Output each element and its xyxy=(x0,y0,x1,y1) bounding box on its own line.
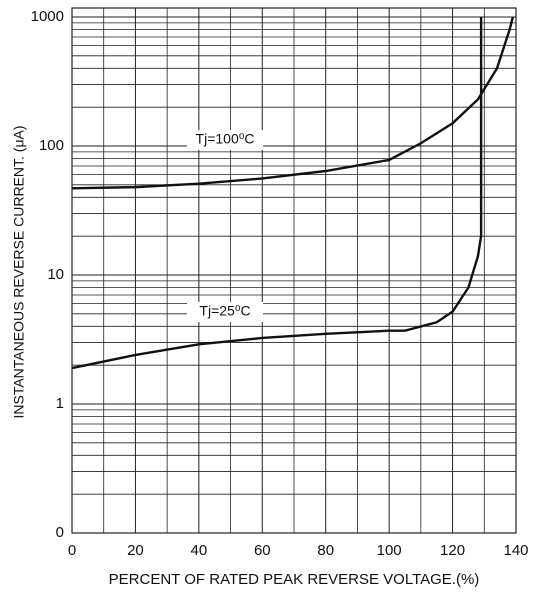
x-tick-label: 60 xyxy=(254,542,271,559)
series-label-bg xyxy=(187,302,263,322)
y-tick-label: 1 xyxy=(56,395,64,412)
x-tick-label: 100 xyxy=(377,542,402,559)
y-axis-label: INSTANTANEOUS REVERSE CURRENT. (μA) xyxy=(11,125,27,418)
y-tick-label: 10 xyxy=(47,266,64,283)
line-series xyxy=(71,17,483,370)
series-label: Tj=100⁰C xyxy=(196,131,255,147)
y-tick-label: 1000 xyxy=(31,8,64,25)
x-tick-label: 20 xyxy=(127,542,144,559)
x-axis-label: PERCENT OF RATED PEAK REVERSE VOLTAGE.(%… xyxy=(109,571,480,588)
series-label: Tj=25⁰C xyxy=(199,303,250,319)
x-tick-label: 140 xyxy=(503,542,528,559)
y-tick-label: 100 xyxy=(39,137,64,154)
x-tick-label: 0 xyxy=(68,542,76,559)
x-tick-label: 40 xyxy=(191,542,208,559)
x-tick-label: 120 xyxy=(440,542,465,559)
series-label-bg xyxy=(187,130,263,150)
x-tick-label: 80 xyxy=(317,542,334,559)
y-tick-label: 0 xyxy=(56,524,64,541)
line-series xyxy=(71,16,514,190)
